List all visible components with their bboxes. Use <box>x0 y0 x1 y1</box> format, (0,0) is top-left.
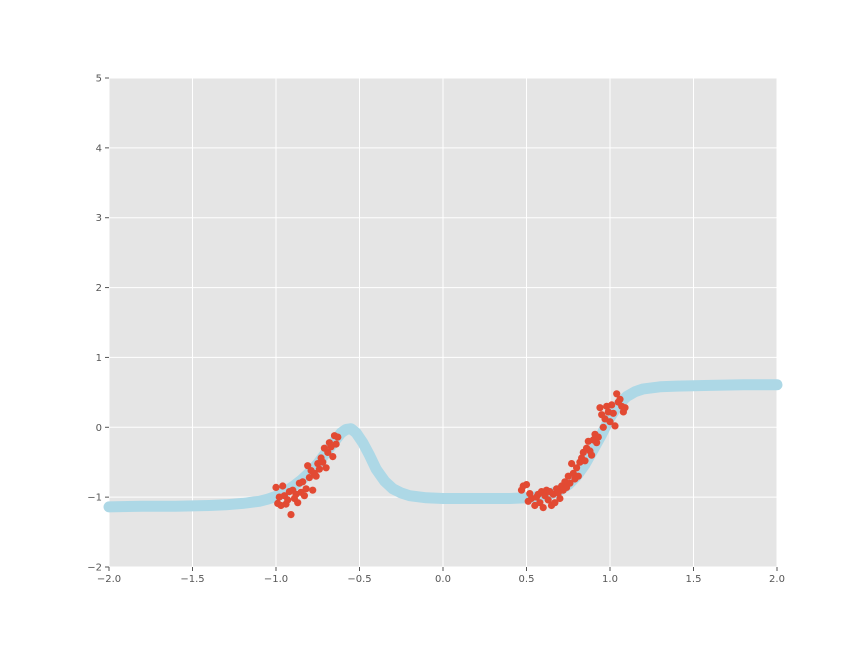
data-point <box>608 401 616 409</box>
data-point <box>279 482 287 490</box>
data-point <box>309 486 317 494</box>
data-point <box>574 472 582 480</box>
y-tick-label: 1 <box>96 353 102 364</box>
y-tick-label: 5 <box>96 74 102 85</box>
data-point <box>606 418 614 426</box>
data-point <box>599 423 607 431</box>
x-tick-label: 2.0 <box>769 574 785 585</box>
data-point <box>568 460 576 468</box>
x-tick-label: 0.5 <box>519 574 535 585</box>
data-point <box>334 433 342 441</box>
data-point <box>300 492 308 500</box>
data-point <box>302 485 310 493</box>
data-point <box>329 453 337 461</box>
data-point <box>305 474 313 482</box>
data-point <box>287 510 295 519</box>
data-point <box>594 433 602 441</box>
x-tick-label: 0.0 <box>435 574 451 585</box>
y-tick-label: 4 <box>96 143 102 154</box>
x-tick-label: 1.5 <box>686 574 702 585</box>
data-point <box>613 390 621 398</box>
data-point <box>611 422 619 430</box>
data-point <box>596 404 604 412</box>
scatter-points-layer <box>272 390 629 519</box>
data-point <box>588 451 596 459</box>
data-point <box>621 404 629 412</box>
data-point <box>581 457 589 465</box>
x-tick-label: −0.5 <box>347 574 371 585</box>
y-tick-label: 0 <box>96 423 102 434</box>
data-point <box>312 472 320 480</box>
x-tick-label: −1.5 <box>180 574 204 585</box>
y-axis: −2 −1 0 1 2 3 4 5 <box>87 74 109 574</box>
data-point <box>616 395 624 403</box>
data-point <box>573 464 581 472</box>
y-tick-label: −2 <box>87 563 102 574</box>
data-point <box>522 481 531 489</box>
y-tick-label: 3 <box>96 213 102 224</box>
data-point <box>332 440 340 448</box>
x-axis: −2.0 −1.5 −1.0 −0.5 0.0 0.5 1.0 1.5 2.0 <box>97 567 785 585</box>
data-point <box>539 504 547 512</box>
data-point <box>566 479 574 487</box>
data-point <box>544 496 552 504</box>
data-point <box>593 439 601 447</box>
x-tick-label: −2.0 <box>97 574 121 585</box>
data-point <box>324 448 332 456</box>
data-point <box>551 499 559 507</box>
data-point <box>294 499 302 507</box>
data-point <box>272 483 280 491</box>
x-tick-label: 1.0 <box>602 574 618 585</box>
y-tick-label: −1 <box>87 493 102 504</box>
data-point <box>299 478 307 486</box>
x-tick-label: −1.0 <box>264 574 288 585</box>
data-point <box>319 458 327 466</box>
y-tick-label: 2 <box>96 283 102 294</box>
data-point <box>284 496 292 504</box>
data-point <box>556 494 564 503</box>
data-point <box>315 465 323 473</box>
data-point <box>322 464 330 472</box>
data-point <box>609 409 617 417</box>
